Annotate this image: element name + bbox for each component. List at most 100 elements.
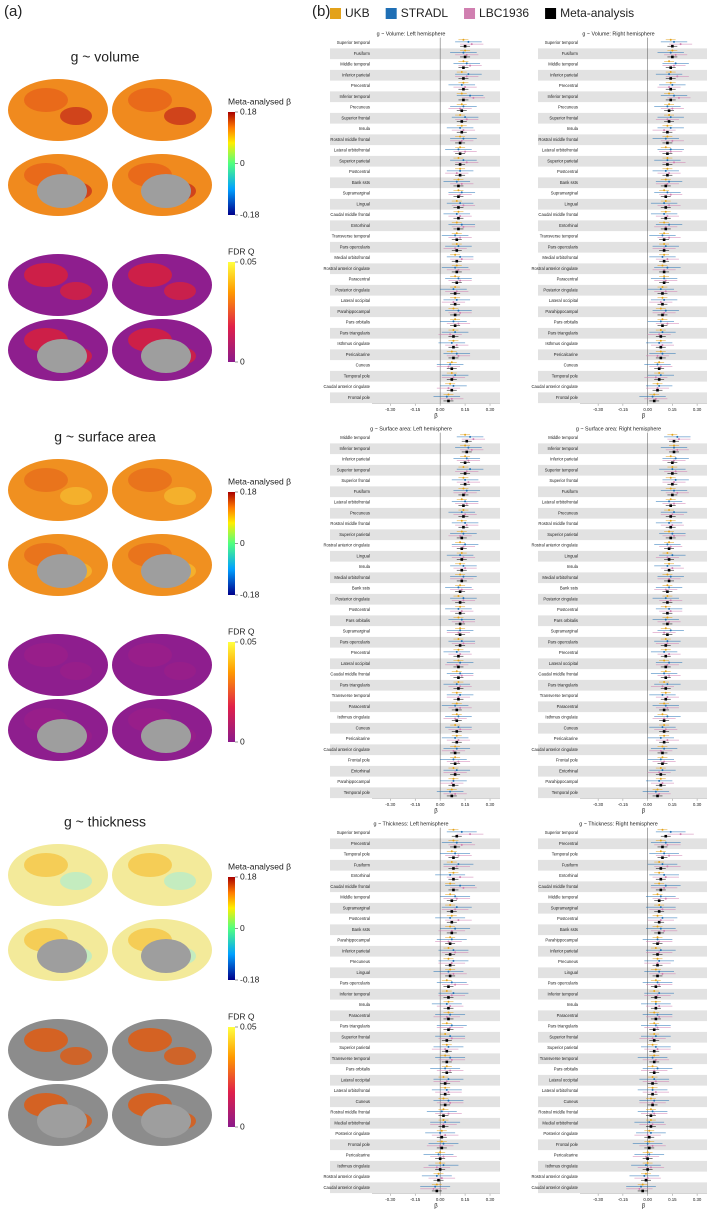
estimate xyxy=(661,972,664,975)
colorbar-tick-label: 0.05 xyxy=(240,256,257,266)
estimate xyxy=(666,640,669,643)
estimate xyxy=(673,446,676,449)
estimate xyxy=(652,1049,656,1053)
estimate xyxy=(661,916,664,919)
estimate xyxy=(659,758,662,761)
estimate xyxy=(661,292,664,295)
estimate xyxy=(454,331,457,334)
estimate xyxy=(662,259,666,263)
estimate xyxy=(661,863,664,866)
category-label: Paracentral xyxy=(349,277,370,282)
estimate xyxy=(450,994,453,997)
estimate xyxy=(666,622,669,626)
estimate xyxy=(666,706,669,709)
row-band xyxy=(538,306,707,318)
estimate xyxy=(435,1189,439,1193)
estimate xyxy=(664,644,668,647)
estimate xyxy=(462,642,465,645)
estimate xyxy=(454,704,457,707)
estimate xyxy=(437,1178,440,1182)
category-label: Precuneus xyxy=(350,510,370,515)
row-band xyxy=(538,443,707,455)
estimate xyxy=(459,661,462,664)
estimate xyxy=(454,724,457,727)
estimate xyxy=(464,567,467,570)
estimate xyxy=(460,511,463,514)
category-label: Superior frontal xyxy=(341,478,370,483)
estimate xyxy=(444,1121,447,1124)
row-band xyxy=(538,1053,707,1065)
estimate xyxy=(457,309,460,312)
estimate xyxy=(459,884,462,887)
category-label: Bank ssts xyxy=(560,586,578,591)
estimate xyxy=(664,195,668,198)
estimate xyxy=(447,1006,450,1010)
estimate xyxy=(438,1157,442,1160)
estimate xyxy=(458,644,462,647)
estimate xyxy=(440,1110,443,1113)
estimate xyxy=(649,1131,652,1134)
category-label: Pericalcarine xyxy=(554,1153,579,1158)
estimate xyxy=(656,1067,659,1070)
category-label: Lingual xyxy=(564,553,578,558)
category-label: Precuneus xyxy=(558,959,578,964)
estimate xyxy=(671,461,674,464)
estimate xyxy=(659,850,662,853)
estimate xyxy=(453,313,457,317)
estimate xyxy=(449,873,452,876)
estimate xyxy=(449,904,452,907)
estimate xyxy=(462,597,465,600)
estimate xyxy=(654,996,658,999)
estimate xyxy=(465,161,468,164)
plot-title: g ~ Thickness: Left hemisphere xyxy=(374,821,449,827)
estimate xyxy=(458,622,462,626)
row-band xyxy=(538,765,707,777)
brain-region xyxy=(164,662,196,680)
estimate xyxy=(450,962,453,965)
category-label: Posterior cingulate xyxy=(335,287,370,292)
category-label: Paracentral xyxy=(557,704,578,709)
estimate xyxy=(669,87,673,91)
estimate xyxy=(435,1183,438,1186)
estimate xyxy=(459,706,462,709)
colorbar xyxy=(228,1027,235,1127)
estimate xyxy=(455,232,458,235)
estimate xyxy=(465,450,469,454)
estimate xyxy=(457,178,460,181)
brain-region xyxy=(60,662,92,680)
estimate xyxy=(668,92,671,95)
row-band xyxy=(538,679,707,691)
estimate xyxy=(450,914,453,917)
estimate xyxy=(666,843,669,846)
estimate xyxy=(661,828,664,831)
legend-swatch xyxy=(385,8,397,19)
estimate xyxy=(663,221,666,224)
estimate xyxy=(659,736,662,739)
estimate xyxy=(440,1146,444,1150)
estimate xyxy=(449,382,452,385)
category-label: Medial orbitofrontal xyxy=(334,1120,370,1125)
estimate xyxy=(460,191,463,194)
estimate xyxy=(651,1056,654,1059)
estimate xyxy=(658,959,661,962)
estimate xyxy=(656,382,659,385)
x-tick-label: -0.15 xyxy=(410,802,421,807)
category-label: Superior parietal xyxy=(339,1045,370,1050)
estimate xyxy=(454,792,457,795)
estimate xyxy=(464,491,467,494)
category-label: Inferior parietal xyxy=(342,72,370,77)
estimate xyxy=(459,629,462,632)
estimate xyxy=(664,691,667,694)
row-band xyxy=(538,550,707,562)
estimate xyxy=(458,590,462,593)
estimate xyxy=(445,990,448,993)
estimate xyxy=(447,1112,450,1115)
category-label: Lingual xyxy=(356,553,370,558)
estimate xyxy=(652,1028,656,1031)
estimate xyxy=(659,877,663,881)
estimate xyxy=(457,739,460,742)
estimate xyxy=(457,676,460,679)
estimate xyxy=(673,511,676,514)
x-tick-label: 0.15 xyxy=(668,1197,677,1202)
